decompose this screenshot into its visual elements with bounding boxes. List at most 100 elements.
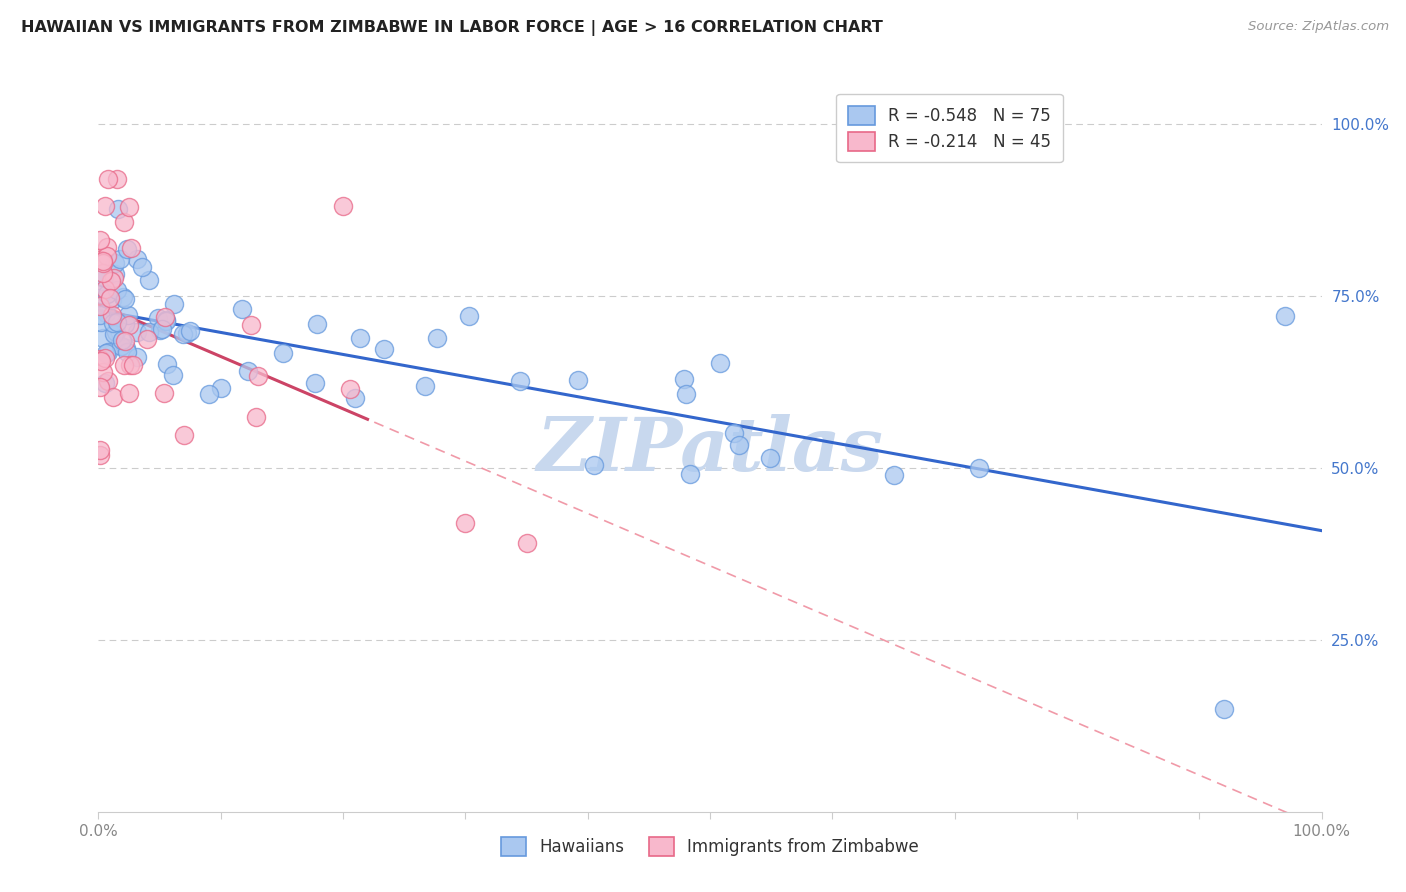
Point bbox=[105, 315, 128, 329]
Point bbox=[118, 200, 141, 214]
Point bbox=[91, 365, 114, 379]
Point bbox=[672, 372, 695, 386]
Point bbox=[118, 318, 141, 333]
Point bbox=[103, 267, 125, 281]
Point bbox=[148, 311, 170, 326]
Point bbox=[231, 302, 253, 317]
Point bbox=[117, 242, 139, 256]
Point bbox=[111, 333, 134, 347]
Point bbox=[967, 460, 990, 475]
Point bbox=[155, 312, 177, 326]
Point bbox=[110, 339, 132, 353]
Point bbox=[103, 317, 125, 331]
Point bbox=[567, 373, 589, 387]
Point bbox=[509, 375, 531, 389]
Point bbox=[114, 358, 136, 372]
Point bbox=[679, 467, 702, 481]
Point bbox=[150, 322, 173, 336]
Point bbox=[307, 317, 329, 331]
Point bbox=[96, 287, 118, 301]
Point bbox=[883, 467, 905, 482]
Point bbox=[240, 318, 263, 333]
Point bbox=[723, 425, 745, 440]
Point bbox=[114, 292, 136, 306]
Text: HAWAIIAN VS IMMIGRANTS FROM ZIMBABWE IN LABOR FORCE | AGE > 16 CORRELATION CHART: HAWAIIAN VS IMMIGRANTS FROM ZIMBABWE IN … bbox=[21, 20, 883, 36]
Point bbox=[172, 327, 194, 342]
Point bbox=[131, 260, 153, 274]
Point bbox=[89, 233, 111, 247]
Point bbox=[125, 326, 148, 340]
Point bbox=[97, 344, 120, 359]
Point bbox=[107, 171, 129, 186]
Point bbox=[90, 315, 112, 329]
Point bbox=[156, 357, 179, 371]
Point bbox=[115, 345, 138, 359]
Point bbox=[271, 345, 294, 359]
Point bbox=[91, 256, 114, 270]
Point bbox=[115, 341, 138, 355]
Point bbox=[100, 274, 122, 288]
Point bbox=[163, 297, 186, 311]
Point bbox=[118, 385, 141, 400]
Point bbox=[89, 299, 111, 313]
Point bbox=[89, 351, 111, 366]
Point bbox=[90, 286, 112, 301]
Point bbox=[675, 386, 697, 401]
Point bbox=[122, 358, 145, 372]
Point bbox=[97, 374, 120, 388]
Point bbox=[90, 354, 112, 368]
Point bbox=[114, 334, 136, 349]
Text: Source: ZipAtlas.com: Source: ZipAtlas.com bbox=[1249, 20, 1389, 33]
Point bbox=[582, 458, 605, 472]
Point bbox=[93, 270, 115, 285]
Point bbox=[89, 309, 111, 323]
Point bbox=[103, 390, 125, 404]
Point bbox=[107, 202, 129, 216]
Point bbox=[173, 427, 195, 442]
Point bbox=[112, 290, 135, 304]
Point bbox=[339, 382, 361, 396]
Point bbox=[91, 330, 114, 344]
Point bbox=[125, 252, 148, 266]
Point bbox=[349, 330, 371, 344]
Point bbox=[112, 215, 135, 229]
Point bbox=[91, 254, 114, 268]
Point bbox=[426, 330, 449, 344]
Point bbox=[117, 308, 139, 322]
Point bbox=[94, 351, 117, 365]
Point bbox=[108, 252, 131, 267]
Point bbox=[246, 369, 269, 384]
Point bbox=[94, 282, 117, 296]
Point bbox=[101, 293, 124, 307]
Point bbox=[104, 256, 127, 270]
Point bbox=[245, 410, 267, 425]
Point bbox=[138, 325, 160, 339]
Point bbox=[94, 306, 117, 320]
Point bbox=[89, 252, 111, 267]
Point bbox=[304, 376, 326, 390]
Point bbox=[94, 376, 117, 391]
Point bbox=[103, 327, 125, 342]
Point bbox=[211, 381, 233, 395]
Point bbox=[103, 271, 125, 285]
Point bbox=[153, 385, 176, 400]
Point bbox=[515, 536, 537, 550]
Point bbox=[91, 266, 114, 280]
Point bbox=[90, 274, 112, 288]
Point bbox=[162, 368, 184, 382]
Point bbox=[89, 442, 111, 457]
Point bbox=[136, 332, 159, 346]
Text: ZIPatlas: ZIPatlas bbox=[537, 414, 883, 487]
Point bbox=[709, 356, 731, 370]
Point bbox=[373, 342, 395, 356]
Point bbox=[179, 324, 201, 338]
Point bbox=[1212, 701, 1234, 715]
Point bbox=[89, 448, 111, 462]
Point bbox=[415, 378, 437, 392]
Point bbox=[89, 380, 111, 394]
Point bbox=[759, 450, 782, 465]
Point bbox=[138, 273, 160, 287]
Point bbox=[93, 199, 115, 213]
Point bbox=[728, 438, 751, 452]
Point bbox=[101, 309, 124, 323]
